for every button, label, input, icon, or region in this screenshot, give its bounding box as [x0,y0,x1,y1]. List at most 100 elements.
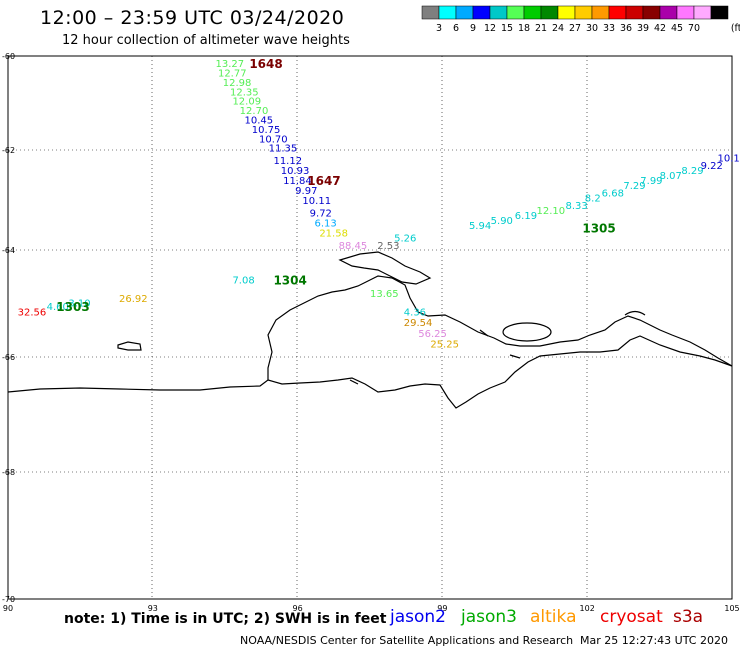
legend-label: 18 [518,23,530,34]
legend-swatch [540,5,559,20]
legend-label: 36 [620,23,632,34]
wave-height-label: 3.10 [68,298,90,309]
lon-tick-label: 105 [724,604,739,613]
wave-height-label: 32.56 [18,308,47,319]
satellite-s3a: s3a [673,607,704,627]
legend-swatch [506,5,525,20]
wave-height-label: 8.2 [585,194,601,205]
legend-swatch [659,5,678,20]
wave-height-label: 10.93 [281,166,310,177]
wave-height-label: 8.29 [681,166,703,177]
satellite-cryosat: cryosat [600,607,663,627]
wave-height-label: 10.11 [302,196,331,207]
legend-label: 39 [637,23,649,34]
wave-height-label: 6.13 [314,219,336,230]
wave-height-label: 88.45 [339,241,368,252]
wave-height-label: 12.09 [232,97,261,108]
lat-tick-label: -66 [2,353,15,362]
wave-height-label: 13.65 [370,289,399,300]
wave-height-label: 7.29 [623,181,645,192]
wave-height-label: 12.10 [537,206,566,217]
pass-time-label: 1647 [307,174,340,188]
wave-height-label: 7.08 [232,275,254,286]
legend-swatch [455,5,474,20]
wave-height-label: 12.70 [240,106,269,117]
legend-label: 24 [552,23,564,34]
wave-height-label: 21.58 [319,229,348,240]
legend-label: 27 [569,23,581,34]
lat-tick-label: -70 [2,595,15,604]
lon-tick-label: 102 [580,604,595,613]
wave-height-label: 26.92 [119,294,148,305]
lon-tick-label: 90 [3,604,13,613]
legend-label: 3 [436,23,442,34]
wave-height-label: 5.90 [491,216,513,227]
satellite-altika: altika [530,607,577,627]
wave-height-label: 9.97 [295,186,317,197]
wave-height-label: 8.33 [565,201,587,212]
legend-swatch [574,5,593,20]
wave-height-label: 12.77 [218,68,247,79]
legend-swatch [710,5,729,20]
wave-height-labels: 13.2712.7712.9812.3512.0912.7010.4510.75… [18,59,740,351]
legend-label: (ft) [731,23,740,34]
legend-swatch [489,5,508,20]
lat-tick-label: -68 [2,468,15,477]
legend-label: 12 [484,23,496,34]
page-title: 12:00 – 23:59 UTC 03/24/2020 [40,7,345,29]
legend-swatch [557,5,576,20]
legend-swatch [472,5,491,20]
legend-swatch [591,5,610,20]
lat-tick-label: -60 [2,52,15,61]
wave-height-label: 10.70 [259,134,288,145]
legend-label: 9 [470,23,476,34]
wave-height-label: 56.25 [418,329,447,340]
wave-height-label: 5.94 [469,221,491,232]
legend-label: 42 [654,23,666,34]
legend-swatch [642,5,661,20]
legend-label: 30 [586,23,598,34]
legend-swatch [676,5,695,20]
legend-label: 6 [453,23,459,34]
lon-tick-label: 93 [148,604,158,613]
legend-swatch [438,5,457,20]
pass-time-label: 1305 [582,222,615,236]
page-subtitle: 12 hour collection of altimeter wave hei… [62,33,350,48]
pass-time-label: 1303 [56,300,89,314]
wave-height-label: 6.19 [515,211,537,222]
wave-height-label: 29.54 [404,318,433,329]
lon-tick-label: 99 [437,604,447,613]
pass-time-label: 1304 [273,273,306,287]
coastline [7,251,733,409]
legend-label: 15 [501,23,513,34]
wave-height-label: 8.07 [660,171,682,182]
satellite-jason2: jason2 [390,607,446,627]
wave-height-label: 11.35 [269,144,298,155]
wave-height-label: 7.99 [640,176,662,187]
wave-height-label: 11.84 [283,176,312,187]
pass-time-labels: 1648 1647 1305 1304 1303 [56,57,616,314]
legend-swatch [421,5,440,20]
wave-height-label: 9.22 [701,161,723,172]
wave-height-label: 12.98 [223,78,252,89]
wave-height-label: 10.75 [252,125,281,136]
legend-swatch [625,5,644,20]
legend-swatch [693,5,712,20]
pass-time-label: 1648 [249,57,282,71]
legend-label: 33 [603,23,615,34]
wave-height-label: 25.25 [430,340,459,351]
satellite-jason3: jason3 [461,607,517,627]
wave-height-label: 11.12 [273,156,302,167]
plot-frame [7,55,733,600]
legend-swatch [608,5,627,20]
lon-tick-label: 96 [293,604,303,613]
wave-height-label: 2.53 [377,241,399,252]
wave-height-label: 9.72 [310,209,332,220]
lat-tick-label: -64 [2,246,15,255]
wave-height-label: 12.35 [230,87,259,98]
credit-text: NOAA/NESDIS Center for Satellite Applica… [240,634,574,647]
legend-label: 45 [671,23,683,34]
